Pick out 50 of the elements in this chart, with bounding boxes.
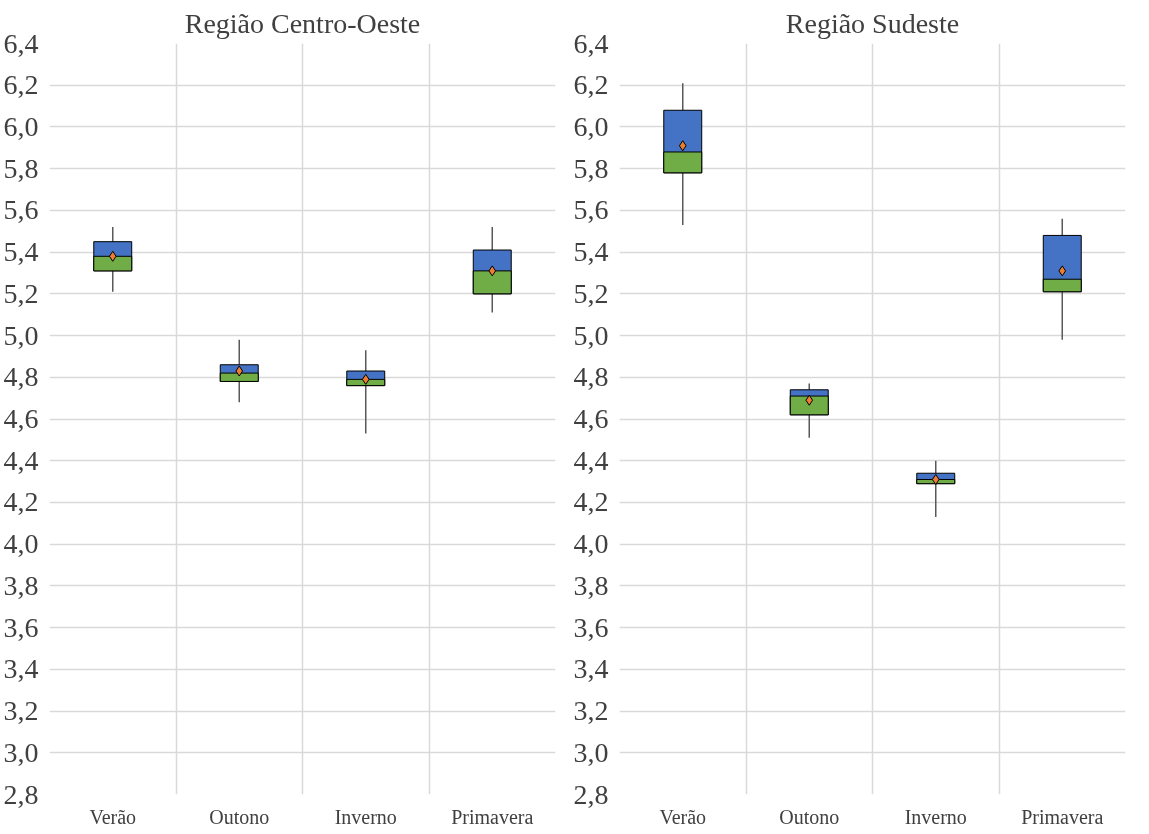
y-tick-label: 3,4 (3, 653, 39, 685)
y-tick-label: 3,8 (3, 569, 39, 601)
y-tick-label: 2,8 (3, 778, 39, 810)
y-tick-label: 5,2 (3, 277, 39, 309)
y-tick-label: 6,0 (3, 110, 39, 142)
y-tick-label: 4,0 (3, 528, 39, 560)
y-tick-label: 2,8 (573, 778, 609, 810)
y-tick-label: 3,4 (573, 653, 609, 685)
y-tick-label: 4,0 (573, 528, 609, 560)
chart-title: Região Sudeste (785, 7, 960, 39)
point (1058, 265, 1067, 277)
x-tick-label: Primavera (1021, 805, 1104, 828)
y-tick-label: 4,2 (573, 486, 609, 518)
x-tick-label: Verão (659, 805, 707, 828)
y-tick-label: 5,6 (573, 194, 609, 226)
y-tick-label: 4,8 (3, 361, 39, 393)
y-tick-label: 4,6 (3, 403, 39, 434)
chart-title: Região Centro-Oeste (184, 7, 421, 39)
y-tick-label: 4,2 (3, 486, 39, 518)
y-tick-label: 5,4 (3, 236, 39, 268)
x-tick-label: Primavera (451, 805, 534, 828)
y-tick-label: 3,2 (3, 695, 39, 727)
y-tick-label: 6,0 (573, 110, 609, 142)
x-tick-label: Inverno (904, 805, 967, 828)
x-tick-label: Inverno (334, 805, 397, 828)
y-tick-label: 6,2 (3, 69, 39, 101)
y-tick-label: 4,4 (3, 444, 39, 476)
y-tick-label: 3,2 (573, 695, 609, 727)
y-tick-label: 4,8 (573, 361, 609, 393)
y-tick-label: 5,6 (3, 194, 39, 226)
y-tick-label: 3,6 (573, 611, 609, 643)
y-tick-label: 5,8 (573, 152, 609, 184)
y-tick-label: 3,0 (3, 736, 39, 768)
y-tick-label: 5,8 (3, 152, 39, 184)
y-tick-label: 5,0 (3, 319, 39, 351)
y-tick-label: 4,6 (573, 403, 609, 434)
x-tick-label: Outono (779, 805, 840, 828)
y-tick-label: 6,4 (573, 27, 609, 59)
y-tick-label: 6,2 (573, 69, 609, 101)
y-tick-label: 5,0 (573, 319, 609, 351)
x-tick-label: Outono (209, 805, 270, 828)
y-tick-label: 3,6 (3, 611, 39, 643)
y-tick-label: 3,0 (573, 736, 609, 768)
y-tick-label: 6,4 (3, 27, 39, 59)
y-tick-label: 5,4 (573, 236, 609, 268)
y-tick-label: 5,2 (573, 277, 609, 309)
y-tick-label: 3,8 (573, 569, 609, 601)
point (678, 140, 687, 152)
x-tick-label: Verão (89, 805, 137, 828)
y-tick-label: 4,4 (573, 444, 609, 476)
